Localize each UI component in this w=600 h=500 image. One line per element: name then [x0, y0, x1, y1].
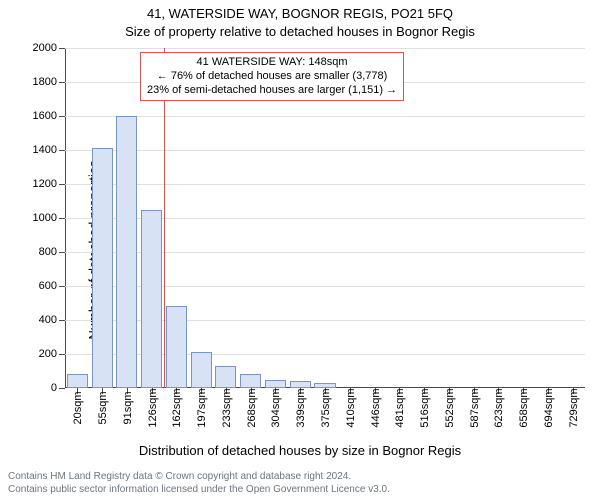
- x-tick-label: 339sqm: [295, 388, 307, 427]
- x-tick-label: 126sqm: [147, 388, 159, 427]
- bar: [290, 381, 311, 388]
- plot-area: 020040060080010001200140016001800200020s…: [65, 48, 585, 388]
- x-tick-label: 20sqm: [72, 391, 84, 424]
- annotation-line: 23% of semi-detached houses are larger (…: [147, 84, 397, 98]
- gridline: [65, 48, 585, 49]
- bar: [116, 116, 137, 388]
- x-tick-label: 446sqm: [370, 388, 382, 427]
- x-tick-label: 623sqm: [493, 388, 505, 427]
- x-tick-label: 658sqm: [518, 388, 530, 427]
- bar: [215, 366, 236, 388]
- chart-subtitle: Size of property relative to detached ho…: [0, 24, 600, 39]
- bar: [67, 374, 88, 388]
- bar: [166, 306, 187, 388]
- bar: [141, 210, 162, 389]
- y-tick-label: 0: [51, 382, 65, 394]
- y-tick-label: 1000: [33, 212, 65, 224]
- annotation-box: 41 WATERSIDE WAY: 148sqm← 76% of detache…: [140, 52, 404, 101]
- bar: [240, 374, 261, 388]
- gridline: [65, 116, 585, 117]
- x-tick-label: 552sqm: [444, 388, 456, 427]
- annotation-line: 41 WATERSIDE WAY: 148sqm: [147, 56, 397, 70]
- y-tick-label: 1200: [33, 178, 65, 190]
- x-tick-label: 410sqm: [345, 388, 357, 427]
- gridline: [65, 150, 585, 151]
- x-tick-label: 197sqm: [196, 388, 208, 427]
- x-tick-label: 304sqm: [270, 388, 282, 427]
- x-tick-label: 162sqm: [171, 388, 183, 427]
- y-tick-label: 400: [39, 314, 65, 326]
- page-title: 41, WATERSIDE WAY, BOGNOR REGIS, PO21 5F…: [0, 6, 600, 21]
- y-tick-label: 1800: [33, 76, 65, 88]
- x-tick-label: 694sqm: [543, 388, 555, 427]
- attribution: Contains HM Land Registry data © Crown c…: [8, 471, 592, 496]
- y-tick-label: 2000: [33, 42, 65, 54]
- y-tick-label: 600: [39, 280, 65, 292]
- attribution-line: Contains public sector information licen…: [8, 484, 592, 497]
- gridline: [65, 184, 585, 185]
- x-tick-label: 516sqm: [419, 388, 431, 427]
- x-tick-label: 375sqm: [320, 388, 332, 427]
- chart-root: 41, WATERSIDE WAY, BOGNOR REGIS, PO21 5F…: [0, 0, 600, 500]
- x-tick-label: 233sqm: [221, 388, 233, 427]
- bar: [265, 380, 286, 389]
- x-axis-label: Distribution of detached houses by size …: [0, 443, 600, 458]
- y-tick-label: 1400: [33, 144, 65, 156]
- x-tick-label: 729sqm: [568, 388, 580, 427]
- x-tick-label: 481sqm: [394, 388, 406, 427]
- bar: [92, 148, 113, 388]
- x-tick-label: 91sqm: [122, 391, 134, 424]
- x-tick-label: 268sqm: [246, 388, 258, 427]
- x-tick-label: 55sqm: [97, 391, 109, 424]
- y-tick-label: 800: [39, 246, 65, 258]
- y-tick-label: 200: [39, 348, 65, 360]
- attribution-line: Contains HM Land Registry data © Crown c…: [8, 471, 592, 484]
- y-tick-label: 1600: [33, 110, 65, 122]
- bar: [191, 352, 212, 388]
- annotation-line: ← 76% of detached houses are smaller (3,…: [147, 70, 397, 84]
- x-tick-label: 587sqm: [469, 388, 481, 427]
